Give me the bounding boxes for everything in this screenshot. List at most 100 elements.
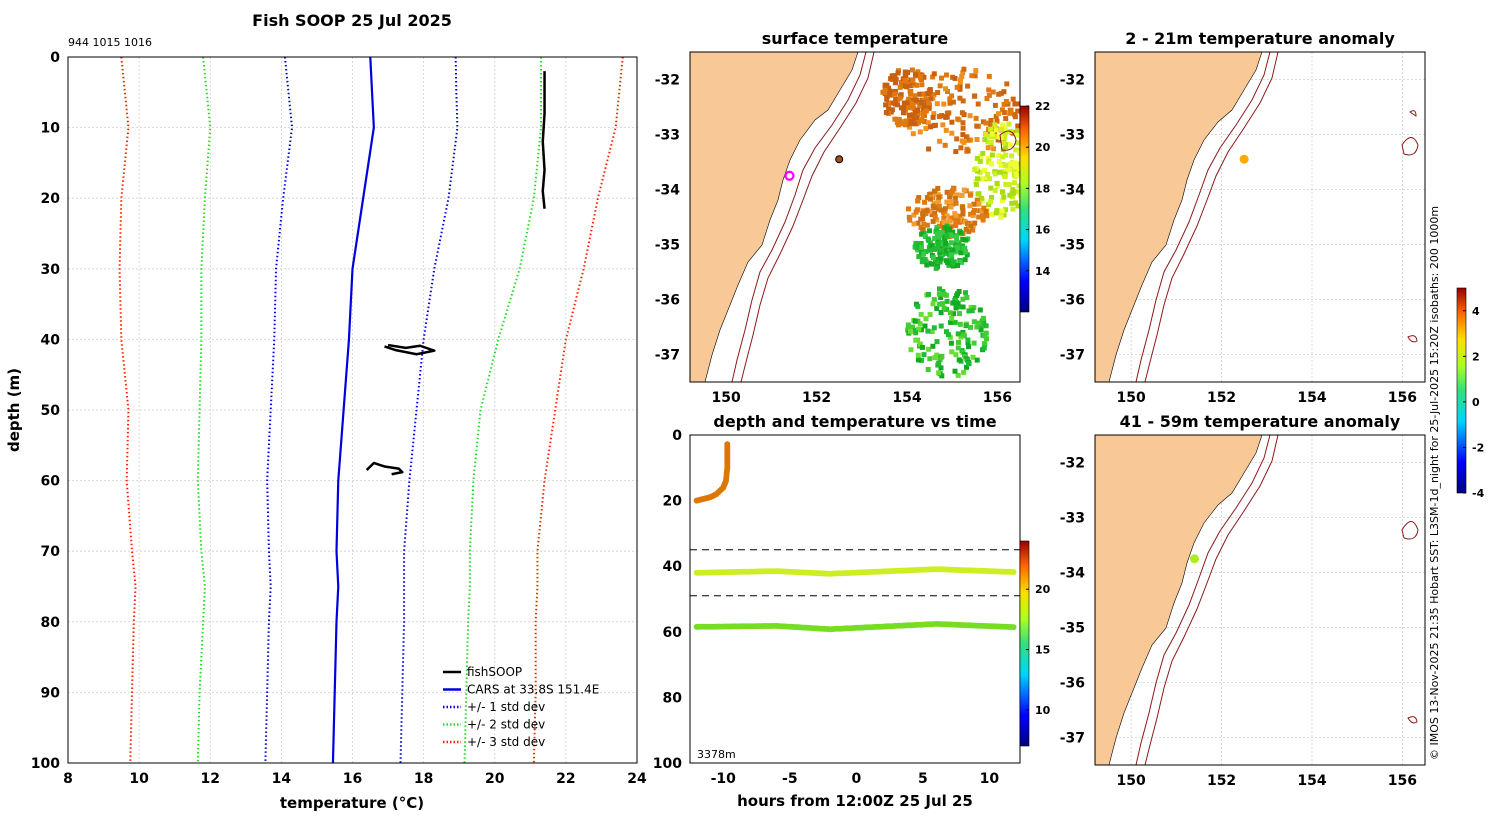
sst-pixel	[906, 96, 912, 102]
dt-xtick: 0	[851, 771, 861, 787]
sst-pixel	[936, 114, 942, 120]
sst-pixel	[948, 189, 954, 195]
sst-pixel	[931, 123, 937, 129]
profile-ytick: 50	[41, 403, 61, 419]
sst-pixel	[1009, 191, 1015, 196]
sst-pixel	[949, 349, 955, 355]
map-ytick: -34	[1060, 566, 1086, 582]
sst-pixel	[938, 256, 944, 262]
sst-pixel	[1014, 128, 1020, 134]
sst-pixel	[943, 258, 949, 264]
sst-pixel	[1009, 200, 1015, 206]
sst-pixel	[963, 237, 969, 243]
sst-pixel	[998, 211, 1004, 217]
profile-series-line	[331, 56, 375, 764]
sst-pixel	[895, 70, 901, 76]
a2-marker	[1189, 554, 1199, 564]
profile-ytick: 40	[41, 332, 61, 348]
sst-pixel	[919, 82, 925, 88]
sst-pixel	[983, 208, 989, 214]
sst-pixel	[983, 120, 989, 126]
sst-pixel	[998, 214, 1004, 220]
a1-markers	[1239, 154, 1249, 164]
sst-pixel	[1000, 122, 1006, 128]
sst-pixel	[913, 330, 919, 336]
sst-pixel	[975, 168, 980, 174]
map-ytick: -33	[655, 128, 680, 144]
sst-pixel	[947, 334, 953, 340]
sst-pixel	[1015, 108, 1020, 114]
sst-pixel	[909, 67, 915, 73]
dt-annotation: 3378m	[697, 748, 736, 761]
sst-pixel	[1008, 107, 1014, 113]
sst-pixel	[934, 339, 940, 345]
sst-pixel	[1016, 101, 1020, 107]
sst-pixel	[957, 304, 963, 310]
sst-pixel	[1015, 140, 1020, 146]
sst-pixel	[961, 332, 967, 338]
sst-pixel	[926, 146, 932, 152]
sst-pixel	[900, 83, 906, 89]
profile-ytick: 20	[41, 191, 61, 207]
sst-pixel	[938, 310, 944, 315]
profile-title: Fish SOOP 25 Jul 2025	[252, 11, 452, 30]
sst-pixel	[1012, 200, 1018, 206]
sst-ticks: 150 152 154 156 -32 -33 -34 -35 -36 -37	[655, 73, 1012, 407]
sst-title: surface temperature	[762, 29, 949, 48]
sst-colorbar-ticks: 14 16 18 20 22	[1026, 100, 1051, 278]
sst-pixel	[947, 310, 953, 316]
sst-pixel	[977, 307, 983, 313]
sst-pixel	[987, 176, 992, 182]
sst-pixel	[949, 130, 955, 136]
a2-seamount-1	[1401, 521, 1419, 540]
sst-pixel	[986, 92, 992, 98]
sst-pixel	[893, 76, 899, 82]
sst-pixel	[927, 247, 933, 253]
sst-pixel	[886, 100, 892, 106]
map-ytick: -37	[655, 348, 680, 364]
sst-pixel	[922, 323, 928, 329]
sst-pixel	[964, 295, 970, 300]
map-xtick: 152	[1207, 390, 1236, 406]
sst-pixel	[944, 114, 950, 120]
sst-pixel	[951, 311, 957, 317]
sst-pixel	[963, 322, 969, 328]
sst-pixel	[984, 96, 990, 101]
sst-pixel	[1014, 172, 1020, 178]
sst-pixel	[982, 137, 988, 143]
sst-pixel	[934, 224, 940, 230]
sst-pixel	[940, 241, 946, 247]
sst-pixel	[1002, 130, 1008, 136]
sst-pixel	[911, 116, 917, 122]
sst-pixel	[932, 214, 938, 220]
sst-pixel	[933, 265, 939, 271]
sst-pixel	[980, 217, 986, 223]
sst-pixel	[889, 100, 895, 106]
sst-pixel	[989, 161, 994, 167]
sst-pixel	[902, 73, 908, 78]
sst-pixel	[897, 84, 903, 90]
sst-pixel	[913, 240, 919, 246]
sst-pixel	[907, 117, 913, 123]
sst-pixel	[944, 189, 950, 195]
sst-pixel	[943, 127, 949, 133]
sst-pixel	[913, 97, 919, 103]
sst-pixel	[943, 240, 949, 246]
a1-seamount-2	[1409, 110, 1417, 117]
profile-grid	[67, 56, 638, 764]
sst-pixel	[947, 226, 952, 232]
sst-pixel	[978, 327, 984, 333]
map-xtick: 154	[892, 390, 921, 406]
sst-pixel	[939, 75, 944, 81]
sst-pixel	[903, 118, 909, 124]
sst-pixel	[1013, 147, 1019, 153]
sst-pixel	[1003, 207, 1009, 213]
sst-pixel	[1012, 160, 1018, 166]
sst-pixel	[939, 373, 945, 379]
sst-pixel	[976, 214, 982, 220]
sst-pixel	[915, 69, 921, 75]
sst-pixel	[953, 218, 959, 224]
sst-pixel	[1001, 89, 1007, 95]
profile-xtick: 18	[414, 771, 433, 787]
sst-pixel	[892, 80, 898, 86]
